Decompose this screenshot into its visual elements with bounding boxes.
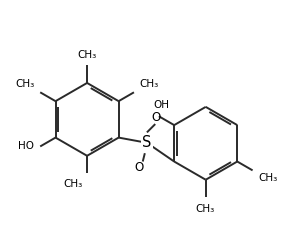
Text: CH₃: CH₃ [195, 204, 214, 214]
Text: CH₃: CH₃ [77, 50, 97, 60]
Text: HO: HO [18, 141, 34, 151]
Text: CH₃: CH₃ [139, 79, 159, 89]
Text: CH₃: CH₃ [64, 179, 83, 189]
Text: O: O [152, 111, 161, 124]
Text: CH₃: CH₃ [16, 79, 35, 89]
Text: CH₃: CH₃ [259, 173, 278, 184]
Text: O: O [134, 161, 143, 174]
Text: OH: OH [153, 100, 169, 110]
Text: S: S [142, 135, 152, 150]
